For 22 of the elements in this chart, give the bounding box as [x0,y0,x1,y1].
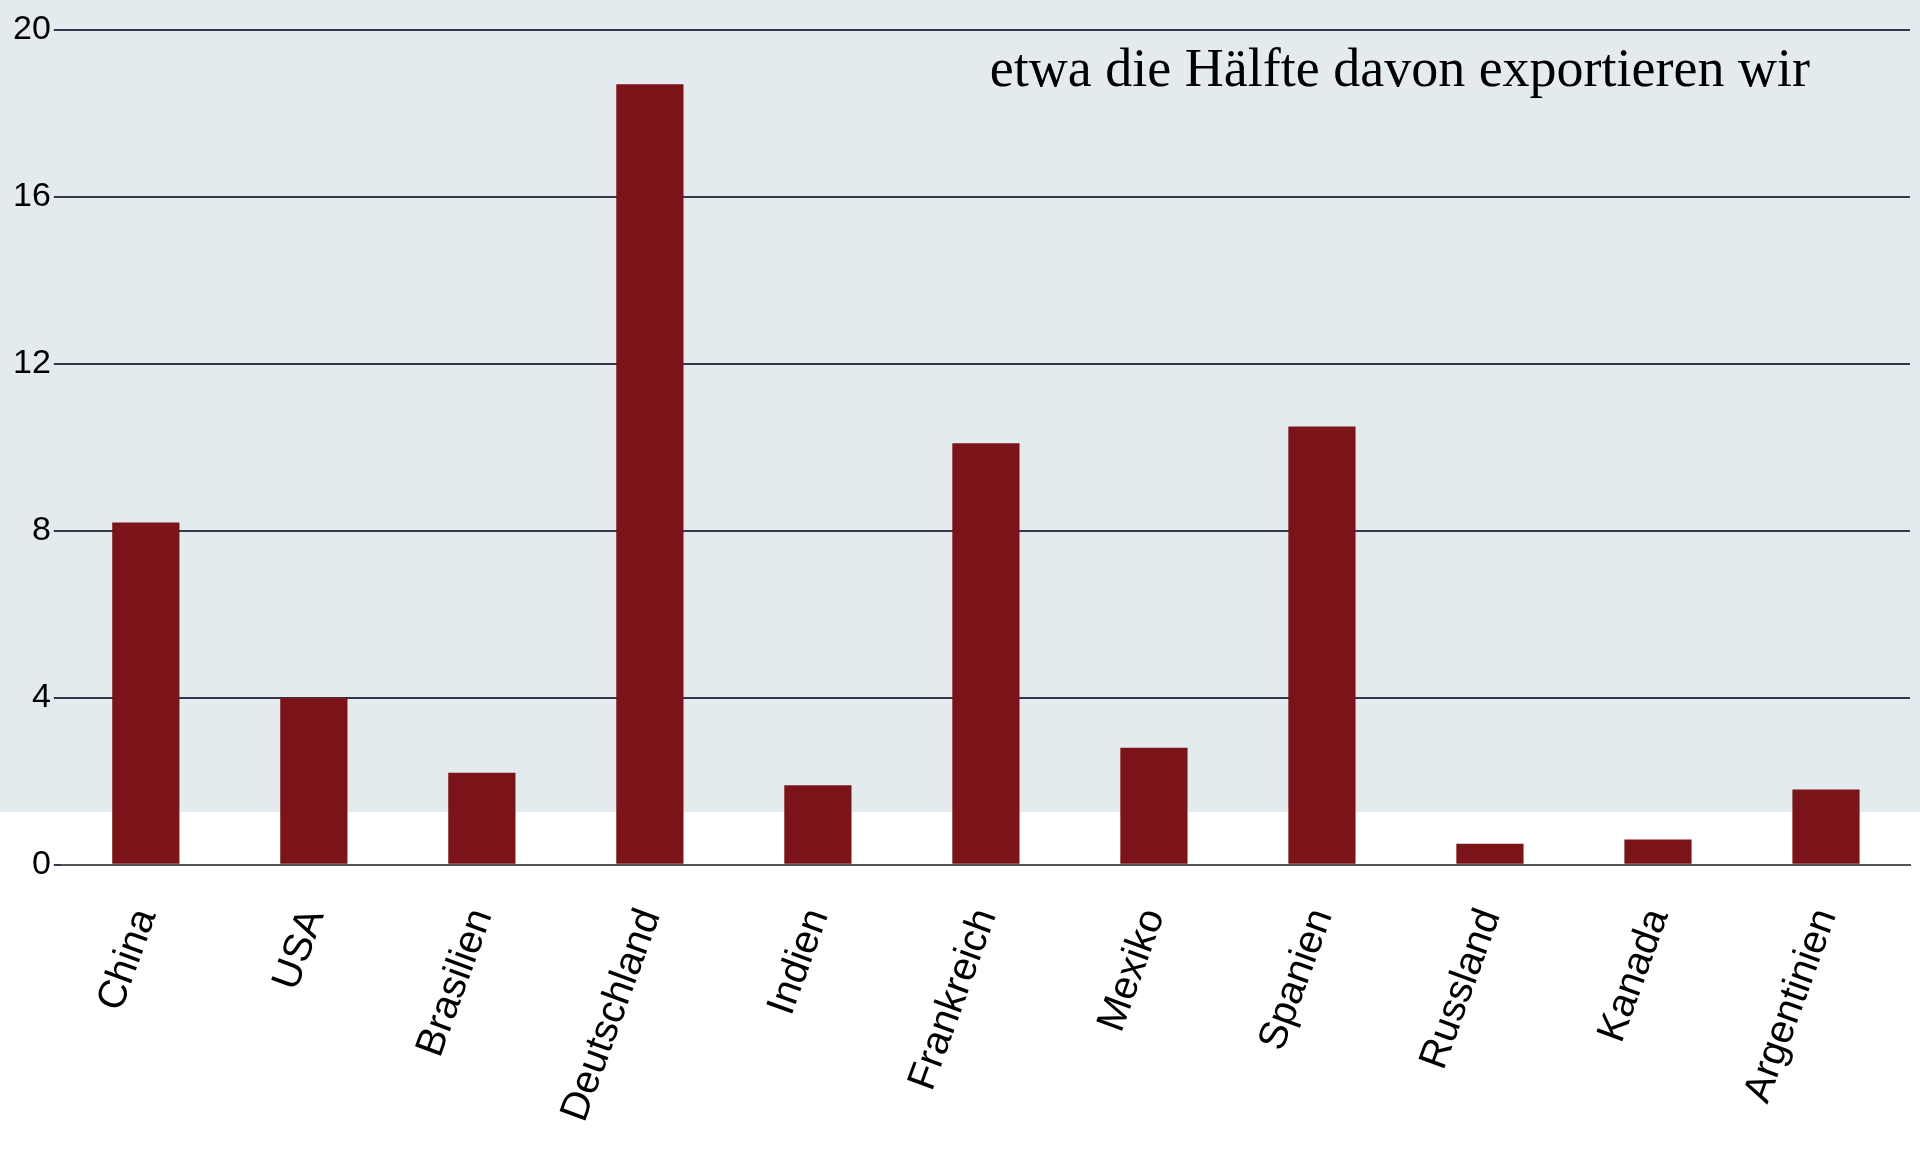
x-tick-label: Indien [757,902,836,1020]
bar [616,84,684,864]
y-tick-label: 16 [12,175,51,214]
annotation: etwa die Hälfte davon exportieren wir [989,38,1811,99]
bar [448,772,516,864]
bar [112,522,180,864]
x-tick-label: Mexiko [1087,902,1172,1037]
x-tick-label: China [86,901,164,1016]
bar [1288,426,1356,864]
bar [952,443,1020,864]
y-tick-label: 8 [31,509,51,548]
bar [280,697,348,864]
bar [1120,747,1188,864]
y-tick-label: 12 [12,342,51,381]
bar [784,785,852,864]
bar [1792,789,1860,864]
x-tick-label: USA [262,902,332,995]
bar [1624,839,1692,864]
y-tick-label: 20 [12,8,51,47]
y-tick-label: 4 [31,676,51,715]
bar [1456,843,1524,864]
y-tick-label: 0 [31,843,51,881]
